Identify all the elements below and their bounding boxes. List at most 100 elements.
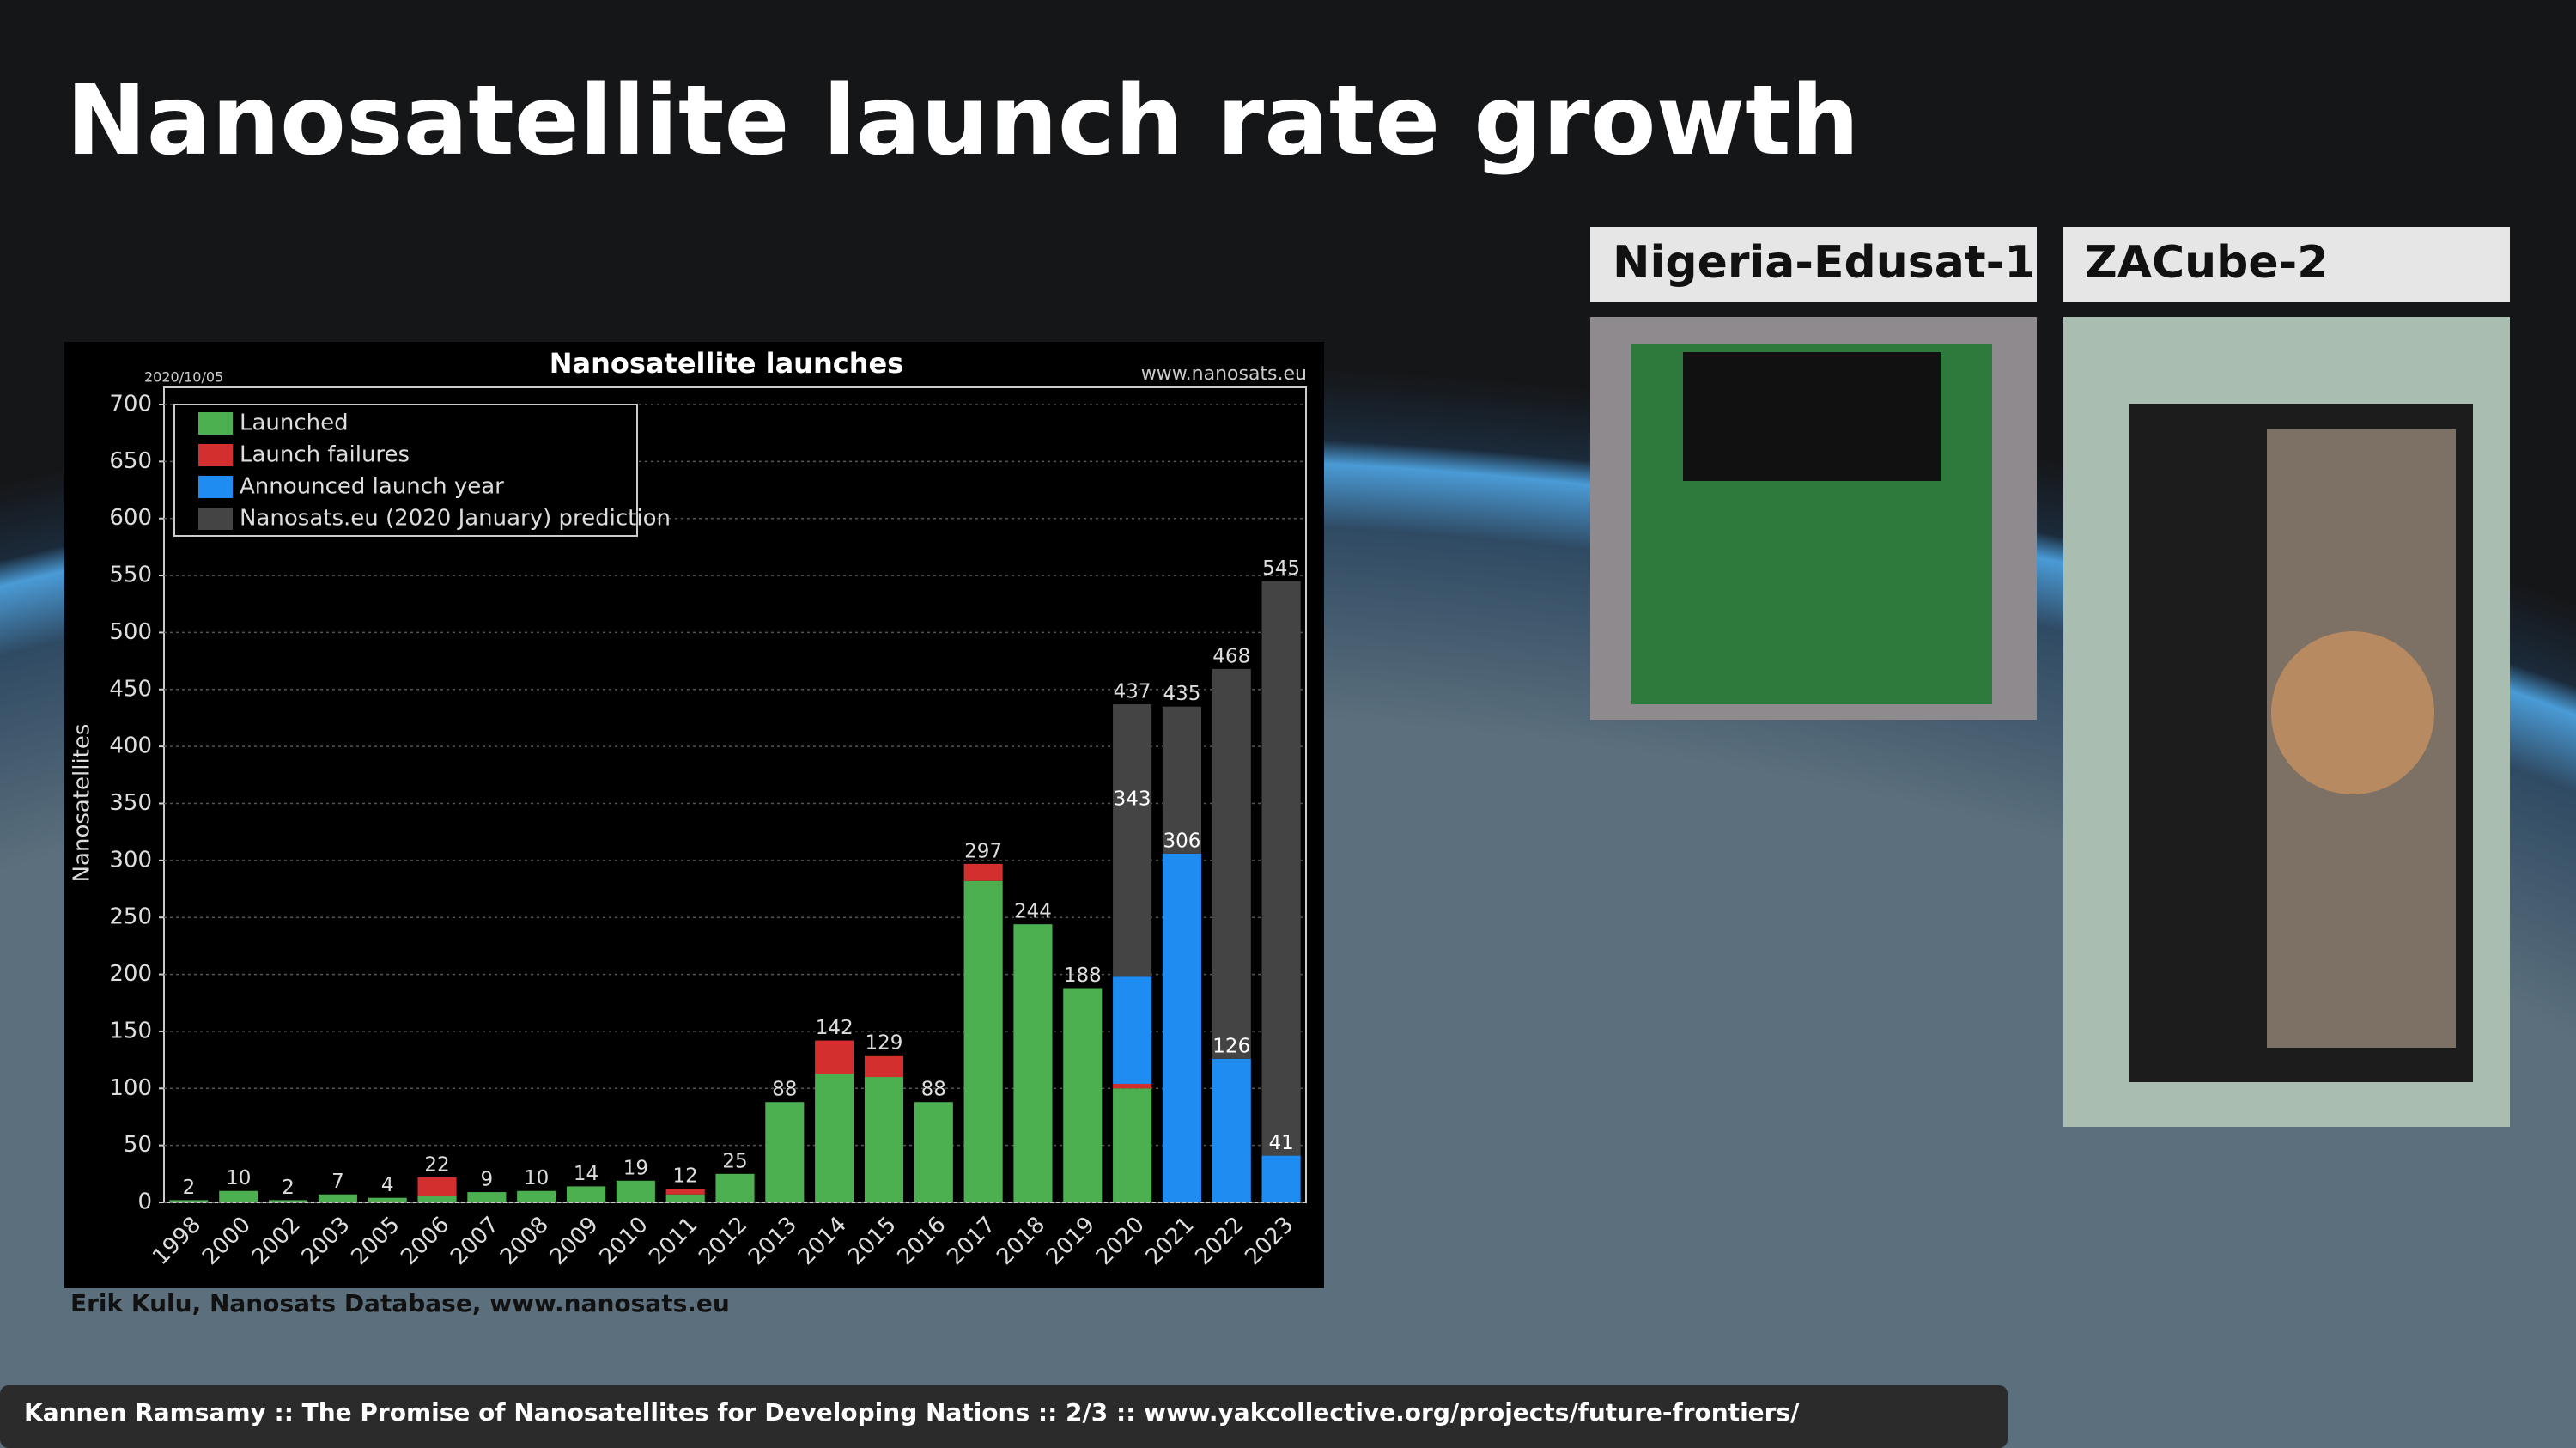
total-label: 2 <box>282 1177 295 1199</box>
bar-segment <box>963 880 1003 1202</box>
chart-website: www.nanosats.eu <box>1141 363 1307 385</box>
total-label: 25 <box>722 1150 747 1172</box>
y-tick-label: 700 <box>109 392 152 417</box>
bar-segment <box>665 1189 705 1195</box>
total-label: 468 <box>1212 645 1250 667</box>
legend-label: Nanosats.eu (2020 January) prediction <box>240 506 671 532</box>
total-label: 7 <box>331 1171 344 1193</box>
y-tick-label: 350 <box>109 790 152 816</box>
bar-segment <box>417 1177 457 1196</box>
y-axis-label: Nanosatellites <box>70 724 95 883</box>
bar-segment <box>665 1194 705 1202</box>
total-label: 244 <box>1014 901 1052 923</box>
y-tick-label: 600 <box>109 505 152 531</box>
solar-panel <box>1683 352 1941 481</box>
bar-segment <box>963 863 1003 881</box>
legend-box <box>173 404 638 537</box>
total-label: 545 <box>1262 557 1300 580</box>
bar-segment <box>269 1200 308 1202</box>
legend-label: Launch failures <box>240 442 410 468</box>
inner-label: 126 <box>1212 1035 1250 1057</box>
bar-segment <box>1113 704 1152 977</box>
chart-date: 2020/10/05 <box>144 369 223 386</box>
legend-label: Launched <box>240 411 349 436</box>
bar-segment <box>566 1186 606 1202</box>
total-label: 2 <box>183 1177 196 1199</box>
y-tick-label: 100 <box>109 1075 152 1101</box>
bar-segment <box>1162 853 1201 1202</box>
bar-segment <box>318 1194 357 1202</box>
inner-label: 41 <box>1268 1132 1293 1154</box>
bar-segment <box>1261 1155 1301 1202</box>
bar-segment <box>1113 1083 1152 1089</box>
legend-label: Announced launch year <box>240 474 504 500</box>
total-label: 435 <box>1163 683 1200 705</box>
y-tick-label: 0 <box>137 1189 152 1215</box>
y-tick-label: 500 <box>109 619 152 645</box>
satellite-part <box>2271 631 2434 794</box>
inner-label: 343 <box>1114 788 1151 810</box>
y-tick-label: 50 <box>124 1132 152 1158</box>
total-label: 88 <box>772 1079 797 1101</box>
bar-segment <box>765 1102 805 1202</box>
total-label: 142 <box>816 1017 854 1039</box>
photo-caption: Nigeria-Edusat-1 <box>1613 237 2035 289</box>
y-tick-label: 550 <box>109 563 152 588</box>
y-tick-label: 250 <box>109 904 152 930</box>
bar-segment <box>417 1196 457 1202</box>
legend-swatch <box>198 412 233 435</box>
bar-segment <box>616 1180 655 1202</box>
y-tick-label: 450 <box>109 676 152 702</box>
y-tick-label: 650 <box>109 448 152 474</box>
bar-segment <box>1013 924 1053 1202</box>
total-label: 9 <box>481 1169 494 1191</box>
bar-segment <box>864 1077 904 1202</box>
bar-segment <box>1063 988 1103 1202</box>
total-label: 10 <box>524 1167 549 1189</box>
bar-segment <box>715 1173 755 1202</box>
legend-swatch <box>198 444 233 466</box>
bar-segment <box>914 1102 953 1202</box>
legend-swatch <box>198 508 233 530</box>
bar-segment <box>1212 668 1251 1059</box>
bar-segment <box>864 1055 904 1078</box>
total-label: 297 <box>964 840 1002 862</box>
bar-segment <box>467 1192 507 1202</box>
total-label: 12 <box>673 1165 698 1188</box>
total-label: 437 <box>1114 681 1151 703</box>
caption-box <box>2063 227 2510 302</box>
bar-segment <box>219 1190 258 1202</box>
bar-segment <box>1113 1088 1152 1202</box>
total-label: 88 <box>921 1079 946 1101</box>
footer-text: Kannen Ramsamy :: The Promise of Nanosat… <box>24 1398 1800 1427</box>
bar-segment <box>517 1190 556 1202</box>
y-tick-label: 150 <box>109 1018 152 1043</box>
total-label: 10 <box>226 1167 251 1189</box>
bar-segment <box>368 1197 407 1202</box>
bar-segment <box>169 1200 209 1202</box>
y-tick-label: 300 <box>109 847 152 873</box>
y-tick-label: 400 <box>109 733 152 759</box>
chart-source: Erik Kulu, Nanosats Database, www.nanosa… <box>70 1289 730 1317</box>
total-label: 19 <box>623 1157 648 1179</box>
bar-segment <box>1212 1058 1251 1202</box>
bar-segment <box>815 1040 854 1074</box>
bar-segment <box>1113 976 1152 1084</box>
chart-title: Nanosatellite launches <box>550 347 903 380</box>
total-label: 22 <box>424 1153 449 1176</box>
inner-label: 306 <box>1163 830 1200 852</box>
footer-bar <box>0 1385 2008 1448</box>
y-tick-label: 200 <box>109 961 152 987</box>
total-label: 188 <box>1064 964 1102 987</box>
total-label: 4 <box>381 1174 394 1196</box>
photo-caption: ZACube-2 <box>2085 237 2328 289</box>
total-label: 129 <box>866 1031 903 1054</box>
legend-swatch <box>198 476 233 498</box>
bar-segment <box>1261 581 1301 1156</box>
total-label: 14 <box>574 1163 598 1185</box>
bar-segment <box>1162 706 1201 854</box>
slide-title: Nanosatellite launch rate growth <box>66 65 1859 177</box>
caption-box <box>1590 227 2037 302</box>
